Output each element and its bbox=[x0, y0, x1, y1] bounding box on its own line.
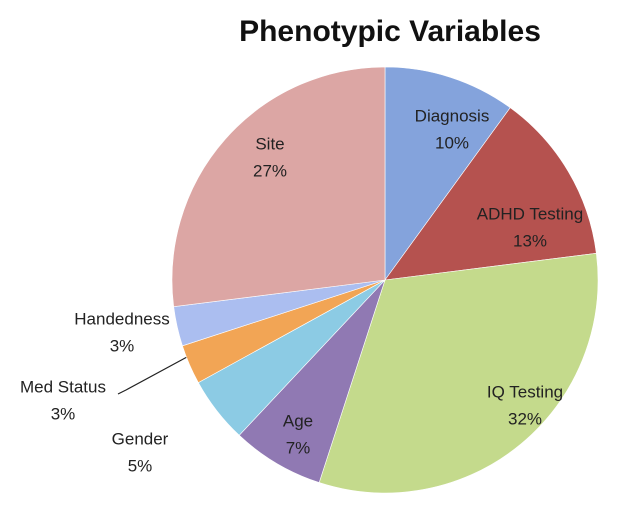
slice-label: Diagnosis bbox=[415, 106, 490, 125]
slice-value: 32% bbox=[508, 409, 542, 428]
pie-slice bbox=[318, 252, 599, 494]
slice-label: ADHD Testing bbox=[477, 204, 583, 223]
slice-value: 10% bbox=[435, 133, 469, 152]
leader-line bbox=[117, 356, 188, 395]
slice-label: Handedness bbox=[74, 309, 169, 328]
slice-value: 3% bbox=[51, 404, 76, 423]
slice-label: Age bbox=[283, 411, 313, 430]
slice-value: 27% bbox=[253, 161, 287, 180]
slice-value: 5% bbox=[128, 456, 153, 475]
slice-label: IQ Testing bbox=[487, 382, 563, 401]
slice-label: Site bbox=[255, 134, 284, 153]
slice-value: 13% bbox=[513, 231, 547, 250]
pie-slice bbox=[384, 107, 597, 281]
slice-label: Med Status bbox=[20, 377, 106, 396]
slice-value: 3% bbox=[110, 336, 135, 355]
slice-label: Gender bbox=[112, 429, 169, 448]
slice-value: 7% bbox=[286, 438, 311, 457]
chart-title: Phenotypic Variables bbox=[239, 15, 541, 48]
pie-slice bbox=[171, 66, 386, 308]
pie-slice bbox=[384, 66, 511, 281]
